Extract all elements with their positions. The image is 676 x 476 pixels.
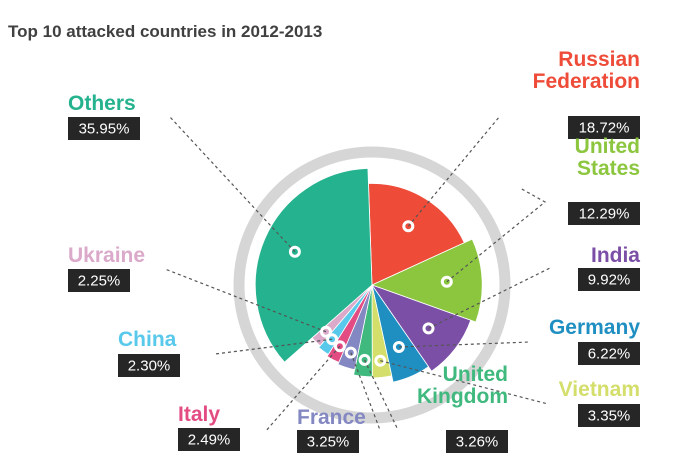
leader-line-china bbox=[214, 338, 333, 355]
slice-value-others: 35.95% bbox=[68, 117, 140, 140]
slice-name-germany: Germany bbox=[549, 316, 640, 339]
slice-marker-france bbox=[344, 346, 357, 359]
leader-line-germany bbox=[398, 341, 531, 348]
svg-text:3.35%: 3.35% bbox=[588, 408, 631, 425]
slice-marker-vietnam bbox=[374, 354, 387, 367]
pie-outer-ring bbox=[233, 146, 511, 424]
leader-line-uk bbox=[364, 359, 399, 431]
svg-text:3.25%: 3.25% bbox=[307, 434, 350, 451]
slice-value-usa: 12.29% bbox=[568, 202, 640, 225]
slice-labels: Russian Federation 18.72%United States 12.29… bbox=[68, 48, 640, 453]
slice-marker-ukraine bbox=[320, 325, 332, 338]
pie-slices bbox=[254, 167, 483, 383]
svg-text:2.25%: 2.25% bbox=[78, 273, 121, 290]
svg-text:3.26%: 3.26% bbox=[456, 434, 499, 451]
slice-value-india: 9.92% bbox=[578, 268, 640, 291]
slice-marker-china bbox=[326, 333, 339, 346]
pie-slice-vietnam bbox=[371, 284, 393, 379]
slice-name-uk: United Kingdom bbox=[417, 363, 508, 408]
svg-text:2.49%: 2.49% bbox=[188, 432, 231, 449]
pie-slice-germany bbox=[371, 284, 430, 383]
pie-slice-china bbox=[318, 284, 373, 356]
chart-title: Top 10 attacked countries in 2012-2013 bbox=[8, 22, 323, 41]
leader-line-india bbox=[428, 267, 551, 329]
slice-value-ukraine: 2.25% bbox=[68, 269, 130, 292]
svg-text:2.30%: 2.30% bbox=[128, 358, 171, 375]
slice-name-usa: United States bbox=[575, 135, 640, 180]
leader-line-france bbox=[350, 352, 381, 431]
slice-markers bbox=[288, 220, 453, 367]
slice-value-vietnam: 3.35% bbox=[578, 404, 640, 427]
leader-line-italy bbox=[264, 345, 341, 433]
svg-text:35.95%: 35.95% bbox=[79, 121, 130, 138]
svg-text:18.72%: 18.72% bbox=[579, 120, 630, 137]
slice-name-china: China bbox=[118, 328, 177, 351]
pie-slice-russia bbox=[368, 183, 465, 286]
leader-line-ukraine bbox=[164, 268, 327, 333]
slice-value-uk: 3.26% bbox=[446, 430, 508, 453]
slice-marker-russia bbox=[402, 220, 415, 233]
leader-line-vietnam bbox=[380, 360, 549, 405]
slice-value-china: 2.30% bbox=[118, 354, 180, 377]
leader-line-others bbox=[169, 116, 296, 253]
slice-marker-uk bbox=[358, 353, 371, 366]
slice-name-russia: Russian Federation bbox=[533, 48, 640, 93]
slice-name-vietnam: Vietnam bbox=[559, 378, 640, 401]
slice-name-italy: Italy bbox=[178, 403, 220, 426]
slice-marker-germany bbox=[392, 341, 405, 353]
leader-line-usa bbox=[446, 187, 547, 283]
pie-slice-others bbox=[254, 167, 373, 363]
slice-marker-usa bbox=[440, 275, 453, 288]
slice-marker-italy bbox=[333, 340, 346, 353]
svg-text:6.22%: 6.22% bbox=[588, 346, 631, 363]
svg-text:9.92%: 9.92% bbox=[588, 272, 631, 289]
slice-name-france: France bbox=[297, 406, 366, 429]
slice-name-others: Others bbox=[68, 92, 136, 115]
slice-name-ukraine: Ukraine bbox=[68, 244, 145, 267]
leader-lines bbox=[164, 115, 551, 433]
slice-value-russia: 18.72% bbox=[568, 116, 640, 139]
svg-text:12.29%: 12.29% bbox=[579, 206, 630, 223]
slice-value-france: 3.25% bbox=[297, 430, 359, 453]
slice-marker-others bbox=[288, 245, 301, 258]
pie-slice-india bbox=[370, 284, 472, 372]
pie-slice-usa bbox=[370, 238, 483, 323]
slice-marker-india bbox=[422, 322, 435, 335]
slice-value-italy: 2.49% bbox=[178, 428, 240, 451]
slice-name-india: India bbox=[591, 244, 640, 267]
slice-value-germany: 6.22% bbox=[578, 342, 640, 365]
